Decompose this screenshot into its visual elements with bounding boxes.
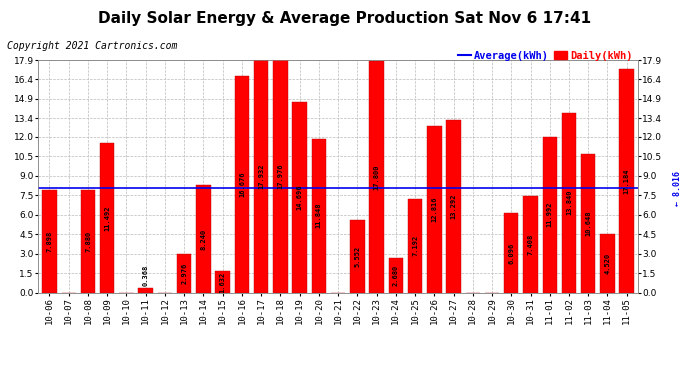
Text: 11.992: 11.992	[546, 202, 553, 227]
Bar	[215, 271, 230, 292]
Bar	[562, 113, 576, 292]
Text: 8.240: 8.240	[200, 228, 206, 250]
Bar	[542, 137, 557, 292]
Text: 7.898: 7.898	[46, 231, 52, 252]
Bar	[388, 258, 403, 292]
Text: 7.880: 7.880	[85, 231, 91, 252]
Text: 17.800: 17.800	[373, 164, 380, 190]
Text: 13.840: 13.840	[566, 190, 572, 215]
Bar	[369, 61, 384, 292]
Bar	[600, 234, 615, 292]
Bar	[581, 154, 595, 292]
Bar	[504, 213, 518, 292]
Text: 11.492: 11.492	[104, 205, 110, 231]
Text: 7.408: 7.408	[527, 234, 533, 255]
Text: 2.976: 2.976	[181, 262, 187, 284]
Bar	[235, 76, 249, 292]
Text: ← 8.016: ← 8.016	[0, 171, 3, 206]
Bar	[254, 60, 268, 292]
Bar	[42, 190, 57, 292]
Text: 0.368: 0.368	[143, 264, 149, 286]
Legend: Average(kWh), Daily(kWh): Average(kWh), Daily(kWh)	[454, 46, 636, 65]
Text: 12.816: 12.816	[431, 196, 437, 222]
Text: 11.848: 11.848	[316, 203, 322, 228]
Text: 2.680: 2.680	[393, 264, 399, 286]
Text: 17.184: 17.184	[624, 168, 630, 194]
Text: 1.632: 1.632	[219, 271, 226, 292]
Bar	[196, 186, 210, 292]
Bar	[446, 120, 461, 292]
Text: 17.976: 17.976	[277, 163, 284, 189]
Bar	[620, 69, 634, 292]
Text: 17.932: 17.932	[258, 163, 264, 189]
Bar	[427, 126, 442, 292]
Text: 16.676: 16.676	[239, 171, 245, 197]
Bar	[100, 143, 115, 292]
Text: Copyright 2021 Cartronics.com: Copyright 2021 Cartronics.com	[7, 41, 177, 51]
Text: Daily Solar Energy & Average Production Sat Nov 6 17:41: Daily Solar Energy & Average Production …	[99, 11, 591, 26]
Text: 5.552: 5.552	[355, 246, 360, 267]
Bar	[350, 220, 364, 292]
Bar	[523, 196, 538, 292]
Text: 14.696: 14.696	[297, 184, 303, 210]
Text: 6.096: 6.096	[509, 242, 514, 264]
Bar	[273, 59, 288, 292]
Bar	[81, 190, 95, 292]
Text: 4.520: 4.520	[604, 252, 611, 274]
Bar	[139, 288, 153, 292]
Bar	[293, 102, 307, 292]
Text: 13.292: 13.292	[451, 194, 457, 219]
Text: ← 8.016: ← 8.016	[673, 171, 682, 206]
Bar	[177, 254, 191, 292]
Text: 7.192: 7.192	[412, 235, 418, 256]
Text: 10.648: 10.648	[585, 211, 591, 236]
Bar	[408, 199, 422, 292]
Bar	[312, 139, 326, 292]
